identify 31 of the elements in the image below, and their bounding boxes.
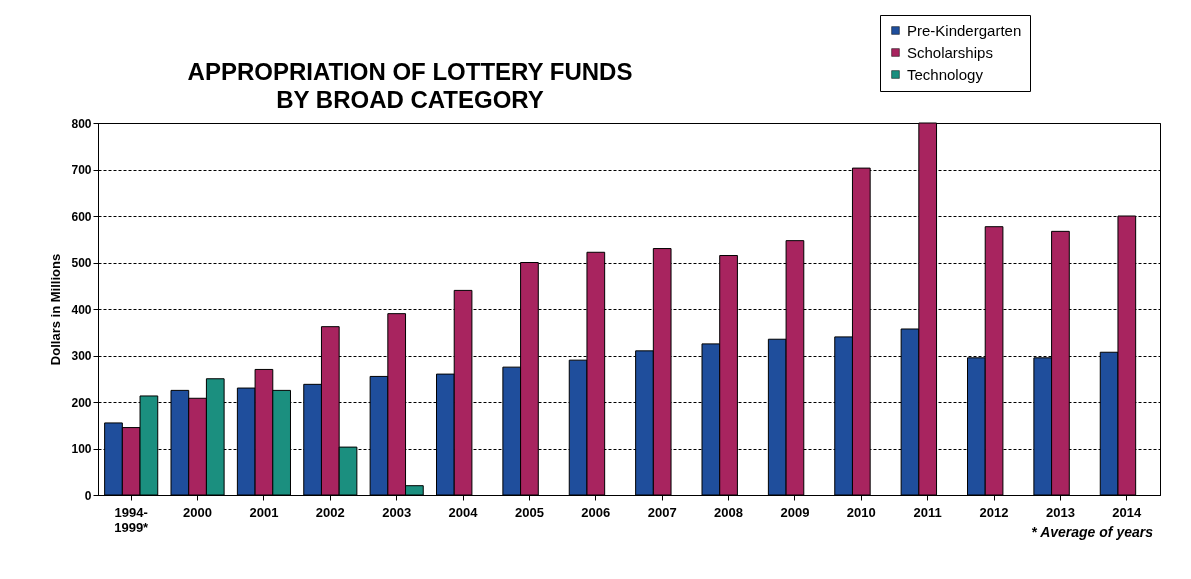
y-tick-label: 800: [71, 116, 92, 131]
x-tick-label: 2001: [249, 504, 279, 520]
y-tick-label: 400: [71, 302, 92, 317]
y-tick-label: 700: [71, 163, 92, 177]
x-tick-label: 2004: [448, 504, 479, 520]
x-tick-label: 2008: [714, 504, 744, 520]
y-tick-label: 600: [71, 209, 92, 224]
y-tick-label: 200: [71, 395, 92, 410]
x-tick-label: 2009: [780, 504, 810, 520]
y-axis-title: Dollars in Millions: [48, 253, 64, 366]
x-tick-label: 2010: [846, 504, 876, 520]
y-tick-label: 100: [71, 442, 92, 456]
x-tick-label: 2012: [979, 504, 1009, 520]
x-tick-label: 2013: [1045, 504, 1075, 520]
x-tick-label: 2002: [315, 504, 345, 520]
text: * Average of years: [1031, 524, 1154, 540]
x-tick-label: 1994-1999*: [114, 504, 150, 535]
legend-label: Technology: [907, 65, 984, 83]
legend-label: Scholarships: [907, 43, 993, 61]
x-tick-label: 2000: [183, 504, 213, 520]
legend-label: Pre-Kindergarten: [907, 21, 1022, 39]
x-tick-label: 2005: [514, 504, 544, 520]
y-tick-label: 0: [84, 488, 92, 503]
y-tick-label: 300: [71, 349, 92, 363]
x-tick-label: 2006: [581, 504, 611, 520]
chart-title: APPROPRIATION OF LOTTERY FUNDS BY BROAD CATEGORY: [187, 58, 633, 113]
y-tick-label: 500: [71, 256, 92, 270]
x-tick-label: 2003: [382, 504, 412, 520]
x-tick-label: 2011: [913, 504, 942, 520]
x-tick-label: 2007: [647, 504, 677, 520]
x-tick-label: 2014: [1112, 504, 1143, 520]
